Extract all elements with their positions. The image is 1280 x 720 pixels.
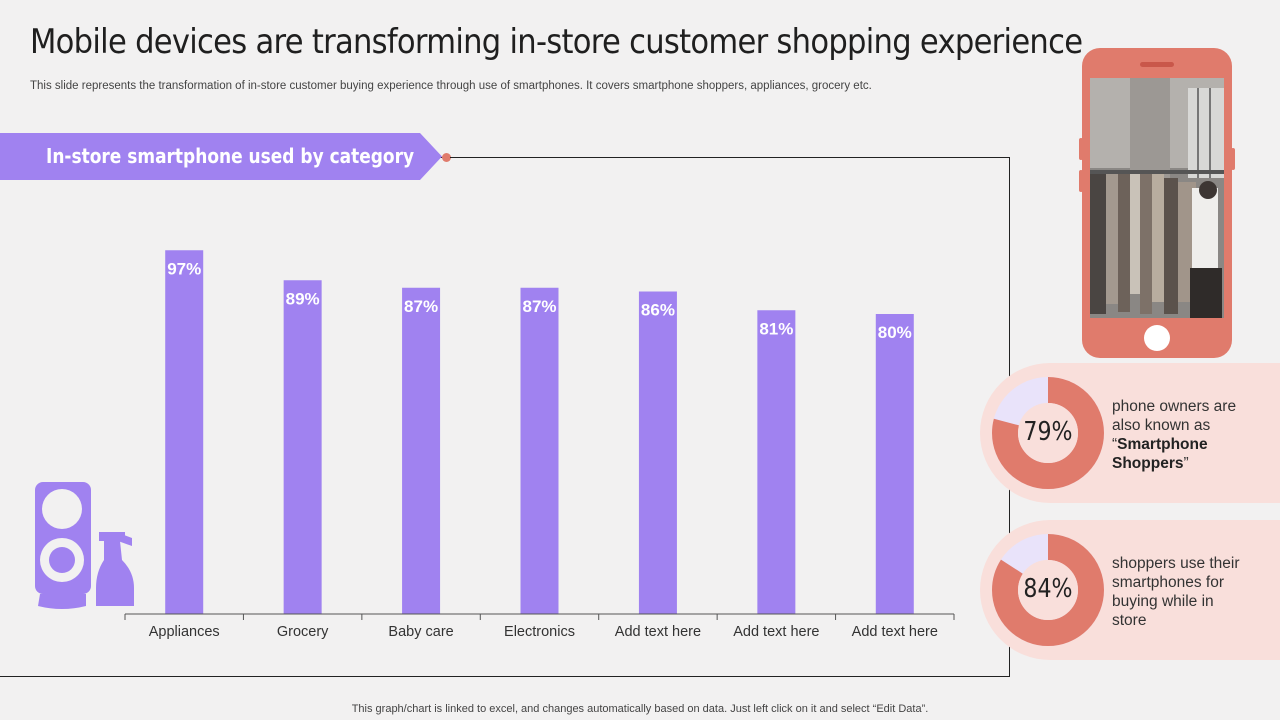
x-axis-labels: Appliances Grocery Baby care Electronics Add… (149, 624, 938, 640)
phone-home-button (1144, 325, 1170, 351)
x-axis-label: Appliances (149, 624, 220, 640)
bar-data-label: 80% (878, 323, 912, 342)
bar-6 (757, 310, 796, 614)
bar-7 (875, 314, 914, 614)
x-axis-label: Baby care (388, 624, 453, 640)
stat-card-in-store-buying: 84% shoppers use their smartphones for b… (980, 520, 1280, 660)
donut-hole (1018, 403, 1078, 463)
bar-data-label: 81% (759, 319, 793, 338)
donut-value-arc (992, 377, 1104, 489)
appliance-icon (35, 482, 91, 609)
bar-data-label: 89% (286, 289, 320, 308)
bar-1 (165, 250, 204, 614)
bar-data-label: 87% (522, 297, 556, 316)
phone-side-button (1079, 170, 1083, 192)
stat-text-intro: phone owners are also known as “ (1112, 398, 1237, 453)
bar-data-label: 87% (404, 297, 438, 316)
smartphone-illustration (1079, 48, 1235, 358)
donut-value-arc (992, 534, 1104, 646)
donut-chart-84 (992, 534, 1104, 646)
chart-banner-label: In-store smartphone used by category (46, 144, 415, 168)
stat-description: phone owners are also known as “Smartpho… (1112, 397, 1252, 473)
x-axis-label: Electronics (504, 624, 575, 640)
stat-text-end: ” (1183, 455, 1189, 472)
store-photo (1090, 78, 1224, 318)
chart-banner (0, 133, 442, 180)
phone-screen-photo (1090, 78, 1224, 318)
bar-3 (402, 287, 441, 614)
page-subtitle: This slide represents the transformation… (30, 80, 872, 92)
phone-side-button (1079, 138, 1083, 160)
phone-side-button (1231, 148, 1235, 170)
x-axis-label: Grocery (277, 624, 329, 640)
phone-speaker (1140, 62, 1174, 67)
stat-card-smartphone-shoppers: 79% phone owners are also known as “Smar… (980, 363, 1280, 503)
spray-bottle-icon (96, 532, 134, 606)
x-axis-ticks (124, 614, 955, 620)
bar-4 (520, 287, 559, 614)
footer-note: This graph/chart is linked to excel, and… (351, 703, 929, 715)
bar-2 (283, 280, 322, 614)
donut-value-label: 84% (1023, 574, 1073, 604)
stat-description: shoppers use their smartphones for buyin… (1112, 555, 1240, 629)
bar-5 (638, 291, 677, 614)
banner-connector-line (450, 157, 1010, 158)
bar-series: 97% 89% 87% 87% 86% 81% 80% (165, 250, 914, 614)
bar-data-label: 97% (167, 259, 201, 278)
page-title: Mobile devices are transforming in-store… (30, 22, 1083, 62)
bar-data-label: 86% (641, 301, 675, 320)
x-axis-label: Add text here (733, 624, 819, 640)
donut-value-label: 79% (1023, 417, 1073, 447)
x-axis-label: Add text here (852, 624, 938, 640)
donut-hole (1018, 560, 1078, 620)
bar-chart: 97% 89% 87% 87% 86% 81% 80% Appliances Grocery B… (35, 250, 955, 640)
stat-text-bold: Smartphone Shoppers (1112, 436, 1208, 472)
x-axis-label: Add text here (615, 624, 701, 640)
banner-connector-dot (442, 153, 451, 162)
donut-chart-79 (992, 377, 1104, 489)
